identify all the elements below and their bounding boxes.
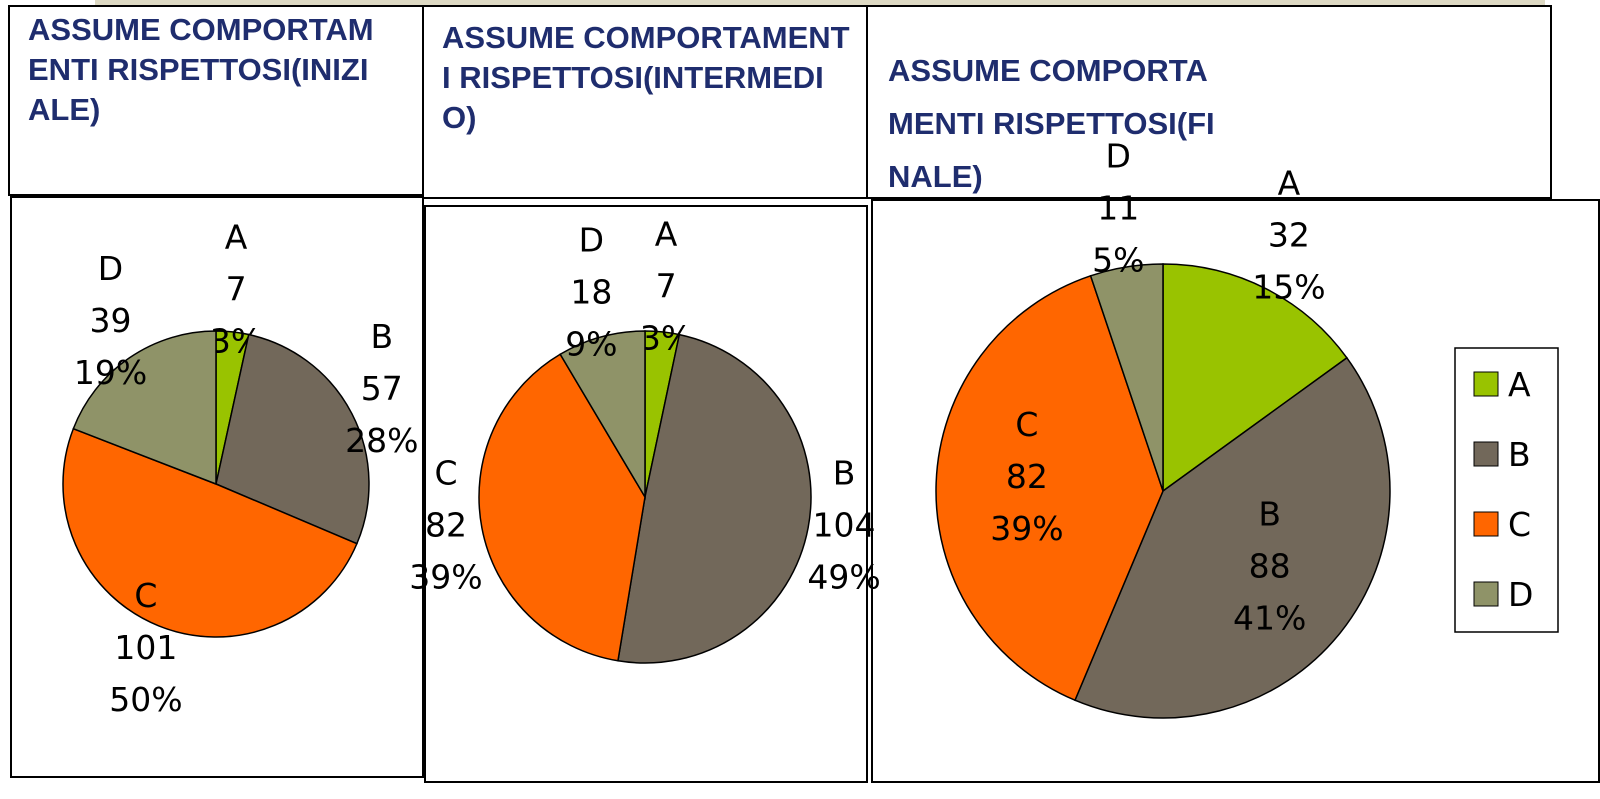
data-label-line: A (1278, 163, 1301, 202)
pie-slice (72, 330, 217, 486)
pie-slice (559, 330, 646, 500)
data-label-line: 18 (570, 273, 612, 312)
data-label-line: 82 (425, 505, 467, 544)
chart-cell (871, 199, 1600, 783)
data-label-line: 39% (990, 509, 1063, 548)
header-cell (866, 5, 1552, 199)
data-label-line: 104 (813, 505, 876, 544)
data-label-line: D (579, 221, 604, 260)
data-label-line: B (370, 317, 393, 356)
data-label-line: 39% (409, 557, 482, 596)
legend-swatch (1473, 581, 1499, 607)
data-label-line: D (98, 249, 123, 288)
pie-slice (478, 353, 646, 662)
data-label-line: 7 (656, 267, 677, 306)
chart-cell (424, 205, 868, 783)
data-label: B 57 28% (345, 317, 418, 460)
data-label: C 82 39% (990, 405, 1063, 548)
data-label-line: 82 (1006, 457, 1048, 496)
data-label-line: 15% (1252, 267, 1325, 306)
data-label-line: 101 (114, 628, 177, 667)
chart-title: ASSUME COMPORTAMENTI RISPETTOSI(FINALE) (888, 53, 1215, 194)
data-label-line: 11 (1097, 189, 1139, 228)
pie-slice (1162, 263, 1348, 493)
data-label-line: A (225, 217, 248, 256)
data-label: D 11 5% (1092, 137, 1144, 280)
data-label-line: D (1106, 137, 1131, 176)
legend-label: C (1508, 505, 1531, 544)
legend-box (1454, 347, 1559, 633)
legend-swatch (1473, 511, 1499, 537)
pie-slice (1089, 263, 1164, 492)
data-label-line: 50% (109, 680, 182, 719)
data-label-line: 32 (1268, 215, 1310, 254)
data-label-line: B (833, 453, 856, 492)
data-label-line: 88 (1249, 547, 1291, 586)
legend-swatch (1473, 371, 1499, 397)
legend-label: A (1508, 365, 1531, 404)
data-label-line: 49% (807, 557, 880, 596)
data-label: C 101 50% (109, 576, 182, 719)
legend-label: D (1508, 575, 1533, 614)
legend-label: B (1508, 435, 1531, 474)
data-label-line: C (1015, 405, 1038, 444)
data-label-line: A (655, 215, 678, 254)
pie-slice (617, 333, 812, 664)
pie-slice (62, 427, 358, 638)
top-strip (95, 0, 1545, 5)
data-label: B 88 41% (1233, 495, 1306, 638)
data-label-line: 9% (565, 325, 617, 364)
data-label-line: 7 (226, 269, 247, 308)
data-label: D 39 19% (74, 249, 147, 392)
data-label-line: 28% (345, 421, 418, 460)
data-label-line: 5% (1092, 241, 1144, 280)
chart-title: ASSUME COMPORTAMENTI RISPETTOSI(INTERMED… (442, 20, 850, 135)
data-label-line: 19% (74, 353, 147, 392)
data-label-line: B (1258, 495, 1281, 534)
data-label: A 7 3% (210, 217, 262, 360)
data-label-line: C (134, 576, 157, 615)
data-label-line: 41% (1233, 599, 1306, 638)
chart-cell (10, 196, 424, 778)
data-label: B 104 49% (807, 453, 880, 596)
pie-slice (215, 333, 370, 545)
data-label-line: 57 (361, 369, 403, 408)
data-label-line: C (434, 453, 457, 492)
data-label: C 82 39% (409, 453, 482, 596)
legend-swatch (1473, 441, 1499, 467)
pie-slice (1073, 356, 1391, 719)
pie-slice (935, 274, 1164, 702)
data-label: D 18 9% (565, 221, 617, 364)
data-label-line: 39 (90, 301, 132, 340)
chart-title: ASSUME COMPORTAMENTI RISPETTOSI(INIZIALE… (28, 12, 374, 127)
data-label: A 32 15% (1252, 163, 1325, 306)
